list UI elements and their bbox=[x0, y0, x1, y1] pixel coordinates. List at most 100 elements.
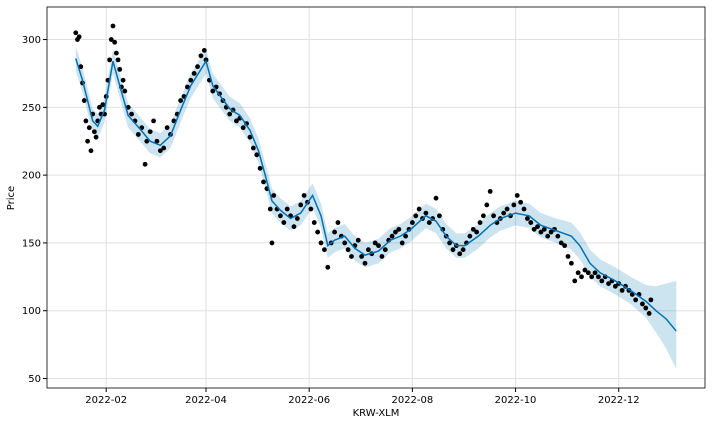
data-point bbox=[592, 270, 598, 276]
data-point bbox=[178, 98, 184, 103]
data-point bbox=[481, 213, 486, 219]
data-point bbox=[646, 311, 652, 316]
data-point bbox=[315, 229, 321, 235]
data-point bbox=[393, 229, 398, 235]
data-point bbox=[467, 233, 473, 239]
y-tick-label: 200 bbox=[22, 171, 41, 182]
data-point bbox=[379, 254, 385, 259]
data-point bbox=[612, 283, 618, 289]
data-point bbox=[376, 243, 381, 249]
data-point bbox=[171, 118, 177, 124]
data-point bbox=[426, 220, 432, 225]
data-point bbox=[191, 71, 197, 76]
data-point bbox=[201, 47, 207, 53]
data-point bbox=[484, 202, 490, 208]
data-point bbox=[112, 39, 118, 45]
data-point bbox=[227, 111, 233, 117]
data-point bbox=[437, 213, 442, 219]
y-tick-label: 250 bbox=[22, 103, 41, 114]
data-point bbox=[531, 226, 537, 232]
data-point bbox=[538, 229, 544, 235]
data-point bbox=[562, 243, 568, 249]
data-point bbox=[234, 118, 239, 124]
y-tick-label: 300 bbox=[22, 35, 41, 46]
data-point bbox=[198, 53, 204, 59]
data-point bbox=[298, 202, 304, 208]
data-point bbox=[332, 229, 337, 235]
data-point bbox=[423, 210, 429, 216]
data-point bbox=[78, 64, 84, 70]
y-tick-label: 50 bbox=[28, 374, 41, 385]
data-point bbox=[460, 247, 466, 253]
data-point bbox=[518, 199, 524, 205]
data-point bbox=[568, 260, 574, 266]
data-point bbox=[161, 145, 167, 151]
data-point bbox=[648, 297, 654, 303]
data-point bbox=[433, 195, 439, 201]
data-point bbox=[281, 220, 287, 225]
data-point bbox=[342, 240, 348, 246]
data-point bbox=[188, 77, 194, 83]
data-point bbox=[382, 247, 388, 253]
x-axis-label: KRW-XLM bbox=[353, 408, 400, 419]
data-point bbox=[93, 134, 99, 140]
data-point bbox=[572, 278, 578, 284]
data-point bbox=[325, 264, 331, 270]
data-point bbox=[129, 111, 134, 117]
data-point bbox=[528, 220, 534, 225]
data-point bbox=[501, 210, 507, 216]
data-point bbox=[271, 193, 277, 198]
data-point bbox=[335, 220, 341, 225]
data-point bbox=[113, 50, 119, 56]
data-point bbox=[487, 188, 493, 194]
y-tick-label: 150 bbox=[22, 238, 41, 249]
data-point bbox=[633, 297, 639, 303]
data-point bbox=[284, 206, 290, 212]
data-point bbox=[579, 274, 584, 280]
data-point bbox=[524, 216, 530, 221]
data-point bbox=[413, 213, 419, 219]
data-point bbox=[416, 206, 422, 212]
data-point bbox=[582, 267, 588, 273]
data-point bbox=[117, 66, 123, 72]
x-tick-label: 2022-08 bbox=[391, 395, 433, 406]
data-point bbox=[457, 251, 463, 257]
data-point bbox=[322, 247, 327, 253]
data-point bbox=[399, 240, 405, 246]
data-point bbox=[450, 247, 456, 253]
data-point bbox=[447, 240, 452, 246]
data-point bbox=[308, 206, 314, 212]
data-point bbox=[100, 102, 106, 108]
data-point bbox=[294, 216, 300, 221]
data-point bbox=[619, 287, 625, 293]
data-point bbox=[240, 125, 246, 131]
data-point bbox=[157, 148, 163, 154]
x-tick-label: 2022-10 bbox=[495, 395, 537, 406]
x-tick-label: 2022-06 bbox=[288, 395, 330, 406]
data-point bbox=[115, 57, 121, 63]
data-point bbox=[349, 254, 354, 259]
data-point bbox=[91, 129, 97, 135]
data-point bbox=[86, 125, 92, 131]
data-point bbox=[147, 129, 153, 135]
data-point bbox=[555, 233, 561, 239]
data-point bbox=[311, 220, 317, 225]
forecast-line bbox=[75, 58, 677, 332]
data-point bbox=[195, 64, 200, 70]
x-tick-label: 2022-12 bbox=[598, 395, 640, 406]
y-tick-label: 100 bbox=[22, 306, 41, 317]
data-point bbox=[267, 206, 273, 212]
data-point bbox=[76, 34, 82, 40]
data-point bbox=[278, 213, 283, 219]
x-tick-label: 2022-02 bbox=[85, 395, 127, 406]
data-point bbox=[261, 179, 266, 185]
x-tick-label: 2022-04 bbox=[185, 395, 227, 406]
data-point bbox=[210, 88, 216, 94]
data-point bbox=[88, 148, 94, 154]
data-point bbox=[107, 57, 112, 63]
data-point bbox=[491, 213, 496, 219]
data-point bbox=[291, 224, 297, 230]
data-point bbox=[110, 23, 116, 29]
data-point bbox=[135, 132, 141, 137]
